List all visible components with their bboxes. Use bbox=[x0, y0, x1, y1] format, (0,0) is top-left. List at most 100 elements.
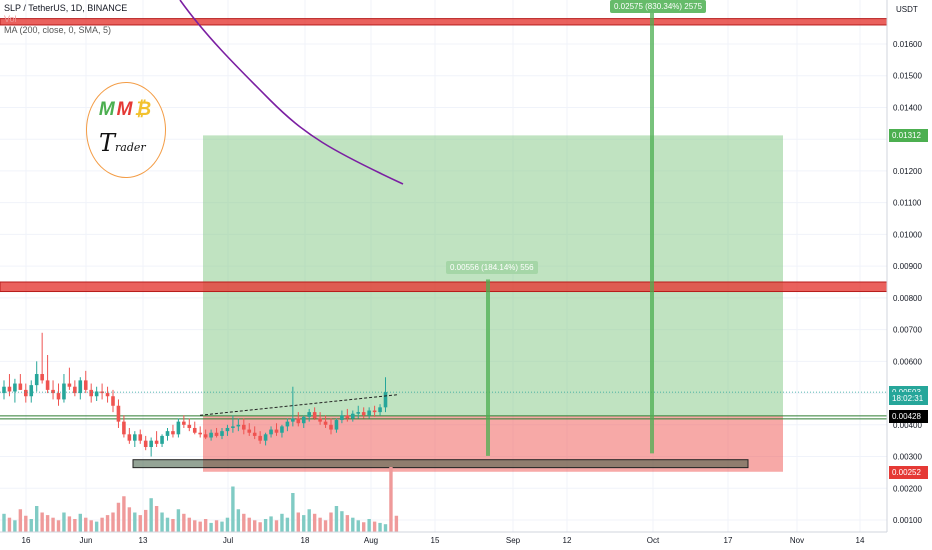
date-tick-label: 15 bbox=[431, 536, 440, 545]
candle-body bbox=[154, 440, 159, 444]
date-tick-label: 18 bbox=[301, 536, 310, 545]
time-axis[interactable]: 16 Jun 13 Jul 18 Aug 15 Sep 12 Oct 17 Nov 14 bbox=[0, 531, 932, 550]
candle-body bbox=[301, 416, 306, 424]
candle-body bbox=[133, 434, 137, 441]
candle-body bbox=[345, 415, 350, 419]
price-axis[interactable]: USDT0.001000.002000.003000.004000.005000… bbox=[886, 0, 932, 550]
volume-bar bbox=[51, 517, 55, 532]
candle-body bbox=[176, 421, 181, 435]
logo-m-red: M bbox=[116, 99, 135, 120]
volume-bar bbox=[24, 515, 28, 532]
volume-bar bbox=[367, 519, 371, 532]
volume-bar bbox=[144, 509, 148, 532]
candle-body bbox=[340, 415, 344, 421]
volume-bar bbox=[334, 506, 339, 532]
volume-bar bbox=[138, 515, 142, 532]
ma-line bbox=[179, 0, 404, 185]
date-tick-label: Oct bbox=[647, 536, 660, 545]
candle-body bbox=[83, 380, 88, 390]
volume-bar bbox=[182, 513, 186, 532]
trend-line bbox=[199, 394, 399, 416]
volume-bar bbox=[78, 513, 82, 532]
candle-body bbox=[94, 391, 99, 397]
candle-body bbox=[323, 421, 328, 425]
candle-body bbox=[356, 412, 361, 414]
candle-body bbox=[171, 431, 175, 435]
candle-body bbox=[18, 383, 23, 390]
candle-body bbox=[351, 413, 355, 419]
candle-body bbox=[51, 389, 55, 394]
candle-body bbox=[7, 386, 12, 392]
volume-bar bbox=[225, 517, 230, 532]
candle-body bbox=[361, 412, 366, 416]
date-tick-label: Aug bbox=[364, 536, 378, 545]
volume-bar bbox=[394, 515, 399, 532]
volume-bar bbox=[258, 522, 262, 532]
volume-bar bbox=[133, 512, 137, 532]
candle-body bbox=[307, 412, 311, 417]
volume-bar bbox=[56, 520, 61, 532]
price-tick-label: 0.00300 bbox=[893, 453, 922, 462]
candle-body bbox=[367, 410, 371, 416]
candles bbox=[2, 332, 388, 457]
volume-bar bbox=[307, 509, 311, 532]
candle-body bbox=[312, 412, 317, 419]
volume-bar bbox=[242, 513, 246, 532]
measure-label-2: 0.02575 (830.34%) 2575 bbox=[610, 0, 707, 13]
price-axis-bg bbox=[887, 0, 932, 550]
price-tick-label: 0.00100 bbox=[893, 516, 922, 525]
volume-bar bbox=[356, 520, 360, 532]
volume-bar bbox=[73, 519, 77, 532]
trader-logo: MM₿ Trader bbox=[86, 82, 166, 178]
volume-legend[interactable]: Vol bbox=[4, 14, 17, 24]
volume-bar bbox=[302, 515, 306, 532]
volume-bar bbox=[7, 517, 12, 532]
candle-body bbox=[269, 429, 273, 435]
logo-bottom-line: Trader bbox=[99, 129, 146, 157]
volume-bar bbox=[62, 512, 66, 532]
volume-bar bbox=[296, 512, 300, 532]
price-tick-label: 0.00400 bbox=[893, 421, 922, 430]
volume-bar bbox=[231, 486, 235, 532]
volume-bar bbox=[247, 517, 251, 532]
volume-bar bbox=[111, 512, 115, 532]
candle-body bbox=[182, 421, 186, 425]
candle-body bbox=[29, 385, 34, 397]
volume-bar bbox=[351, 517, 355, 532]
volume-bar bbox=[285, 517, 290, 532]
date-tick-label: Nov bbox=[790, 536, 804, 545]
measure-bar bbox=[650, 12, 654, 454]
candle-body bbox=[149, 440, 153, 448]
volume-bar bbox=[362, 522, 366, 532]
price-tick-label: 0.01100 bbox=[893, 199, 922, 208]
volume-bar bbox=[94, 521, 99, 532]
candle-body bbox=[334, 420, 339, 430]
price-badge: 0.00428 bbox=[889, 409, 928, 423]
volume-bar bbox=[193, 520, 197, 532]
volume-bar bbox=[100, 517, 104, 532]
logo-t: T bbox=[99, 129, 116, 157]
volume-bar bbox=[35, 506, 39, 532]
volume-bar bbox=[389, 467, 393, 532]
volume-bar bbox=[280, 513, 284, 532]
volume-bar bbox=[291, 493, 295, 532]
price-tick-label: 0.00900 bbox=[893, 262, 922, 271]
candle-body bbox=[111, 396, 115, 406]
volume-bar bbox=[2, 513, 6, 532]
volume-bar bbox=[323, 520, 328, 532]
candle-body bbox=[78, 380, 83, 394]
volume-bar bbox=[13, 520, 17, 532]
symbol-title[interactable]: SLP / TetherUS, 1D, BINANCE bbox=[4, 3, 128, 13]
candle-body bbox=[258, 435, 262, 441]
volume-bars bbox=[2, 467, 399, 532]
price-tick-label: 0.01200 bbox=[893, 167, 922, 176]
date-tick-label: Sep bbox=[506, 536, 521, 545]
volume-bar bbox=[340, 511, 344, 532]
volume-bar bbox=[236, 509, 241, 532]
ma-legend[interactable]: MA (200, close, 0, SMA, 5) bbox=[4, 25, 112, 35]
volume-bar bbox=[253, 520, 257, 532]
candle-body bbox=[209, 432, 213, 438]
candle-body bbox=[67, 383, 72, 387]
date-tick-label: 12 bbox=[563, 536, 572, 545]
